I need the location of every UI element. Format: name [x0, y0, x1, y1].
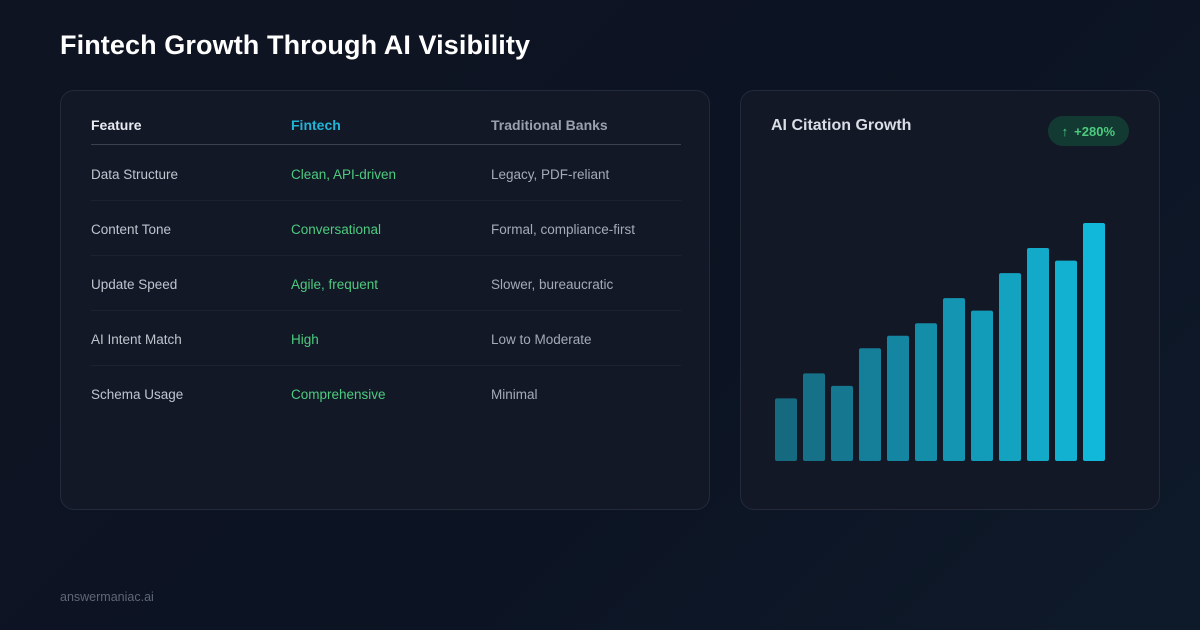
cell-feature: Schema Usage	[91, 387, 184, 402]
cell-traditional: Minimal	[491, 387, 538, 402]
table-row: Content Tone Conversational Formal, comp…	[91, 201, 681, 256]
chart-bar	[915, 323, 937, 461]
footer-domain: answermaniac.ai	[60, 590, 154, 604]
chart-bar	[943, 298, 965, 461]
chart-bar	[775, 398, 797, 461]
header-traditional-banks: Traditional Banks	[491, 117, 608, 133]
cell-feature: Data Structure	[91, 167, 179, 182]
table-row: Data Structure Clean, API-driven Legacy,…	[91, 146, 681, 201]
chart-card: AI Citation Growth ↑ +280%	[740, 90, 1160, 510]
table-row: Schema Usage Comprehensive Minimal	[91, 366, 681, 421]
cell-fintech: Clean, API-driven	[291, 167, 397, 182]
chart-bar	[803, 373, 825, 461]
cell-fintech: Agile, frequent	[291, 277, 379, 292]
cell-traditional: Slower, bureaucratic	[491, 277, 614, 292]
chart-bar	[1027, 248, 1049, 461]
chart-bar	[831, 385, 853, 461]
cell-feature: Content Tone	[91, 222, 172, 237]
chart-bar	[1083, 223, 1105, 461]
chart-bar	[999, 273, 1021, 461]
cell-fintech: Comprehensive	[291, 387, 386, 402]
cell-fintech: High	[291, 332, 319, 347]
cell-traditional: Legacy, PDF-reliant	[491, 167, 610, 182]
table-header: Feature Fintech Traditional Banks	[91, 117, 681, 145]
arrow-up-icon: ↑	[1061, 123, 1069, 139]
cell-feature: AI Intent Match	[91, 332, 182, 347]
table-row: Update Speed Agile, frequent Slower, bur…	[91, 256, 681, 311]
cell-traditional: Low to Moderate	[491, 332, 592, 347]
bar-chart	[775, 223, 1105, 461]
comparison-table-card: Feature Fintech Traditional Banks Data S…	[60, 90, 710, 510]
growth-badge-value: +280%	[1074, 123, 1115, 139]
table-row: AI Intent Match High Low to Moderate	[91, 311, 681, 366]
cell-fintech: Conversational	[291, 222, 382, 237]
chart-bar	[1055, 260, 1077, 461]
cell-feature: Update Speed	[91, 277, 178, 292]
growth-badge: ↑ +280%	[1047, 116, 1129, 146]
cell-traditional: Formal, compliance-first	[491, 222, 636, 237]
header-fintech: Fintech	[291, 117, 341, 133]
header-feature: Feature	[91, 117, 142, 133]
chart-bar	[859, 348, 881, 461]
chart-bar	[887, 335, 909, 461]
page-title: Fintech Growth Through AI Visibility	[60, 30, 531, 60]
chart-title: AI Citation Growth	[771, 117, 912, 134]
chart-bar	[971, 310, 993, 461]
